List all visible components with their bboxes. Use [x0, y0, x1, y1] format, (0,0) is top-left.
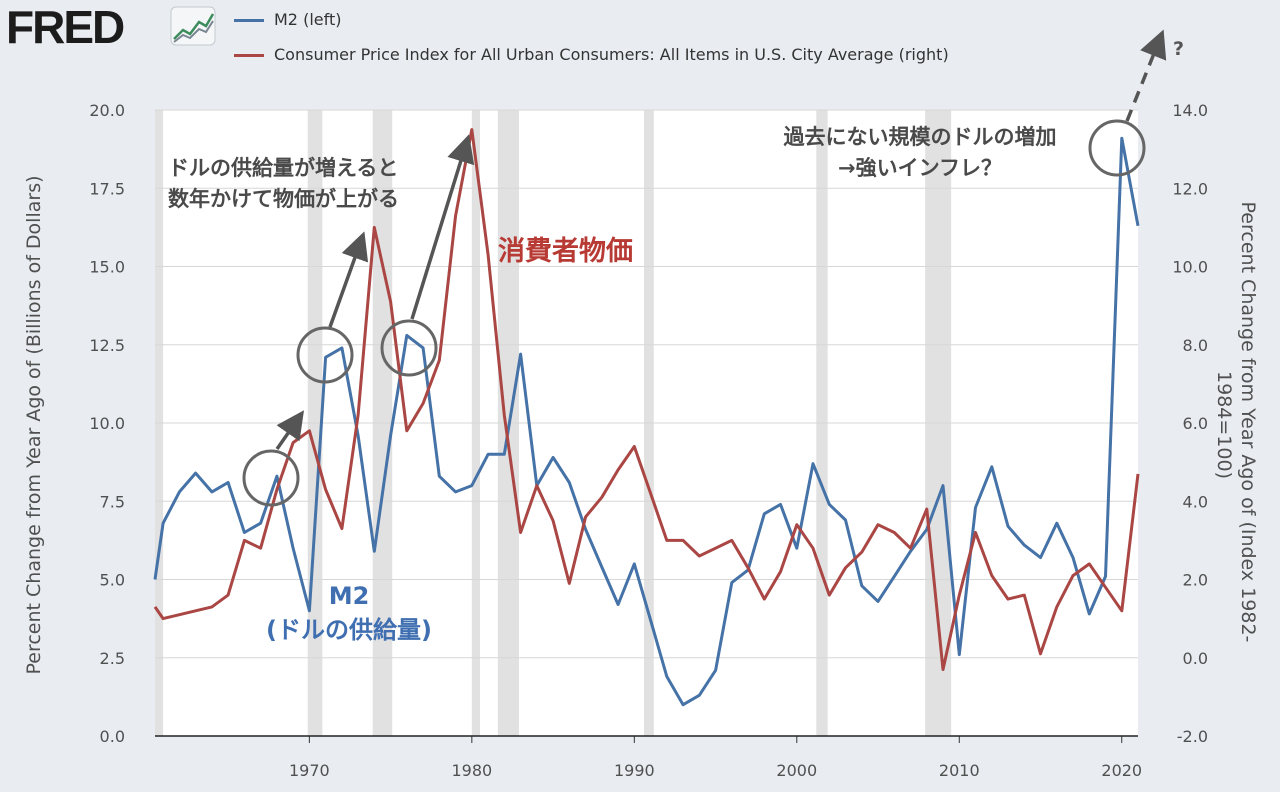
- legend-swatch-m2: [234, 19, 264, 22]
- legend-label-m2: M2 (left): [274, 10, 342, 29]
- y-tick-right: -2.0: [1177, 727, 1208, 746]
- legend-swatch-cpi: [234, 54, 264, 57]
- legend-item-cpi: Consumer Price Index for All Urban Consu…: [234, 45, 949, 64]
- series-line-cpi: [153, 128, 1140, 671]
- highlight-circle-1976: [380, 319, 438, 377]
- annotations: ドルの供給量が増えると 数年かけて物価が上がる 消費者物価 M2 (ドルの供給量…: [168, 29, 1184, 644]
- y-axis-label-left: Percent Change from Year Ago of (Billion…: [23, 175, 45, 674]
- arrow-1976: [410, 134, 475, 320]
- x-tick-label: 2010: [939, 761, 980, 780]
- y-tick-right: 12.0: [1172, 179, 1208, 198]
- series-line-m2: [153, 136, 1140, 707]
- x-tick-label: 2000: [776, 761, 817, 780]
- x-tick-label: 1970: [289, 761, 330, 780]
- y-tick-right: 4.0: [1183, 492, 1208, 511]
- y-tick-left: 0.0: [100, 727, 125, 746]
- annotation-question-mark: ?: [1173, 38, 1184, 60]
- fred-logo: FRED: [6, 1, 125, 53]
- arrow-2020-dashed: [1125, 29, 1167, 122]
- legend-label-cpi: Consumer Price Index for All Urban Consu…: [274, 45, 949, 64]
- arrow-1968: [275, 410, 305, 451]
- highlight-circle-1971: [296, 326, 354, 384]
- y-tick-left: 2.5: [100, 649, 125, 668]
- y-tick-right: 6.0: [1183, 414, 1208, 433]
- y-tick-left: 7.5: [100, 492, 125, 511]
- y-axis-label-right-line2: 1984=100): [1213, 371, 1235, 479]
- y-tick-left: 5.0: [100, 571, 125, 590]
- annotation-supply-line2: 数年かけて物価が上がる: [168, 187, 399, 211]
- series-lines: [153, 128, 1140, 707]
- arrow-1971: [328, 231, 369, 328]
- y-tick-right: 8.0: [1183, 336, 1208, 355]
- annotation-supply-line1: ドルの供給量が増えると: [168, 156, 398, 180]
- annotation-record-line1: 過去にない規模のドルの増加: [784, 125, 1057, 149]
- y-tick-left: 10.0: [89, 414, 125, 433]
- y-tick-right: 10.0: [1172, 258, 1208, 277]
- highlight-circle-1968: [242, 449, 300, 507]
- highlight-circle-2020: [1088, 119, 1146, 177]
- y-tick-left: 12.5: [89, 336, 125, 355]
- annotation-record-line2: →強いインフレ？: [838, 156, 1002, 180]
- y-tick-right: 2.0: [1183, 571, 1208, 590]
- chart-line-icon: [170, 6, 216, 46]
- y-tick-right: 14.0: [1172, 101, 1208, 120]
- x-tick-label: 1990: [614, 761, 655, 780]
- y-tick-left: 17.5: [89, 179, 125, 198]
- y-axis-label-right-line1: Percent Change from Year Ago of (Index 1…: [1237, 202, 1259, 643]
- x-tick-label: 2020: [1101, 761, 1142, 780]
- grid: [155, 109, 1138, 659]
- y-tick-right: 0.0: [1183, 649, 1208, 668]
- annotation-m2-label-line1: M2: [329, 582, 370, 610]
- y-axis-label-right: Percent Change from Year Ago of (Index 1…: [1213, 202, 1259, 649]
- axes: 0.0 2.5 5.0 7.5 10.0 12.5 15.0 17.5 20.0 -2.0 0.0 2…: [89, 101, 1208, 780]
- x-tick-label: 1980: [451, 761, 492, 780]
- legend-item-m2: M2 (left): [234, 10, 341, 29]
- y-tick-left: 20.0: [89, 101, 125, 120]
- annotation-m2-label-line2: (ドルの供給量): [266, 616, 432, 644]
- y-tick-left: 15.0: [89, 258, 125, 277]
- annotation-cpi-label: 消費者物価: [498, 236, 633, 267]
